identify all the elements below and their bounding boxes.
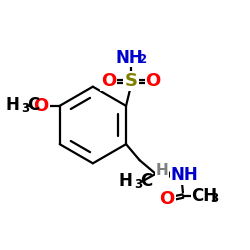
Text: O: O bbox=[146, 72, 161, 90]
Text: S: S bbox=[124, 72, 138, 90]
Text: NH: NH bbox=[170, 166, 198, 184]
Text: NH: NH bbox=[115, 49, 143, 67]
Text: O: O bbox=[159, 190, 174, 208]
Text: H: H bbox=[156, 163, 168, 178]
Text: 3: 3 bbox=[134, 178, 142, 191]
Polygon shape bbox=[159, 173, 160, 175]
Text: 3: 3 bbox=[210, 192, 218, 205]
Text: O: O bbox=[34, 97, 49, 115]
Text: H: H bbox=[118, 172, 132, 190]
Polygon shape bbox=[165, 172, 167, 176]
Text: CH: CH bbox=[191, 187, 218, 205]
Polygon shape bbox=[162, 173, 164, 176]
Polygon shape bbox=[171, 172, 173, 178]
Text: 3: 3 bbox=[21, 102, 29, 114]
Text: C: C bbox=[27, 96, 39, 114]
Text: H: H bbox=[5, 96, 19, 114]
Text: C: C bbox=[140, 172, 153, 190]
Polygon shape bbox=[174, 171, 176, 179]
Text: O: O bbox=[101, 72, 116, 90]
Text: 2: 2 bbox=[138, 53, 146, 66]
Polygon shape bbox=[168, 172, 170, 177]
